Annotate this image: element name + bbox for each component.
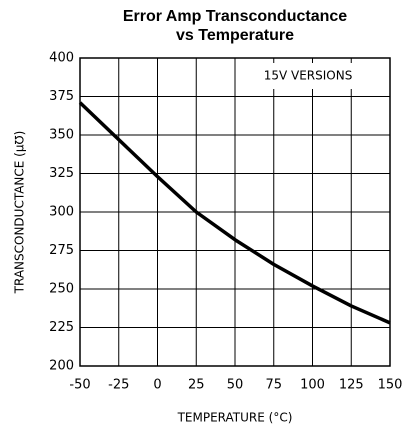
x-tick-label: 125: [339, 378, 364, 393]
x-tick-label: 150: [378, 378, 403, 393]
chart-subtitle: vs Temperature: [176, 27, 294, 44]
y-tick-label: 375: [49, 89, 74, 104]
x-tick-label: -50: [69, 378, 90, 393]
plot-frame: [79, 57, 391, 367]
y-tick-label: 225: [49, 320, 74, 335]
x-tick-label: -25: [108, 378, 129, 393]
x-tick-label: 100: [300, 378, 325, 393]
x-axis-label: TEMPERATURE (°C): [177, 411, 293, 425]
data-line: [78, 101, 391, 325]
annotation-box: [248, 63, 368, 89]
y-tick-label: 325: [49, 166, 74, 181]
y-tick-label: 350: [49, 128, 74, 143]
x-tick-label: 0: [153, 378, 161, 393]
y-tick-label: 300: [49, 205, 74, 220]
x-tick-label: 25: [188, 378, 205, 393]
y-tick-label: 250: [49, 282, 74, 297]
chart-title: Error Amp Transconductance: [123, 8, 347, 25]
annotation: 15V VERSIONS: [264, 69, 353, 83]
y-tick-label: 275: [49, 243, 74, 258]
y-tick-label: 200: [49, 359, 74, 374]
x-tick-label: 50: [227, 378, 244, 393]
x-tick-label: 75: [265, 378, 282, 393]
y-tick-label: 400: [49, 51, 74, 66]
y-axis-label: TRANSCONDUCTANCE (μ℧): [13, 131, 27, 295]
